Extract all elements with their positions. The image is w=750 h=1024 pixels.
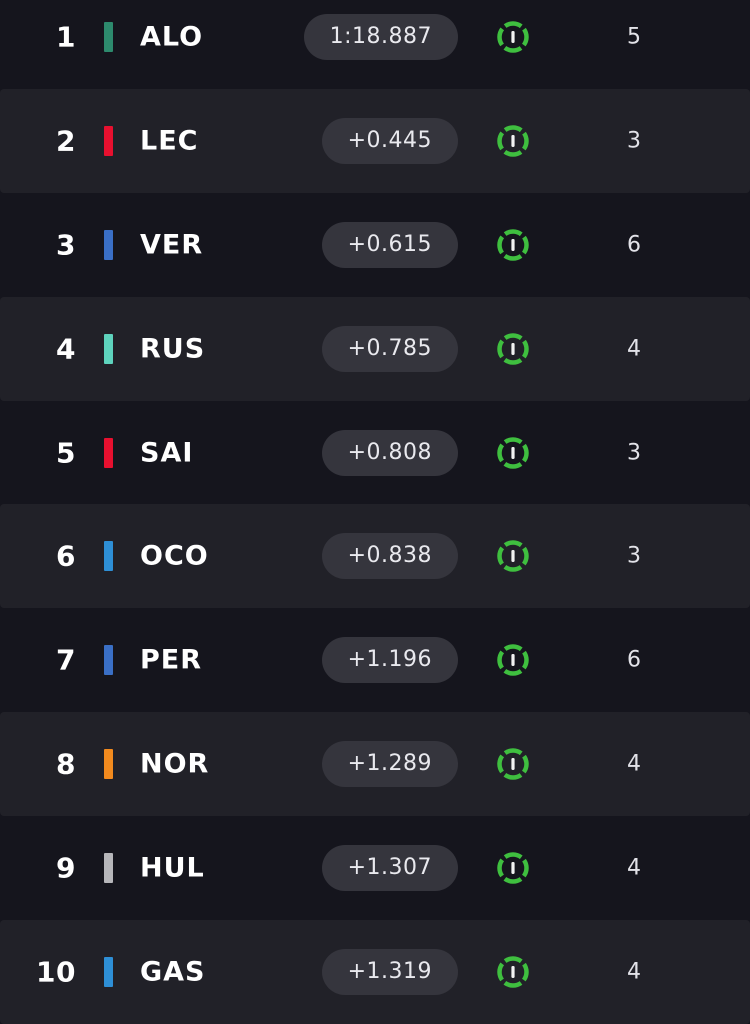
- gap-time-pill: +1.196: [321, 637, 458, 683]
- lap-time-pill: 1:18.887: [303, 14, 458, 60]
- leaderboard-row[interactable]: 2 LEC +0.445 3: [0, 89, 750, 193]
- medium-tyre-icon: [497, 21, 529, 53]
- gap-time-pill: +0.785: [321, 326, 458, 372]
- laps-count: 4: [627, 336, 641, 362]
- leaderboard-row[interactable]: 7 PER +1.196 6: [0, 608, 750, 712]
- leaderboard-row[interactable]: 6 OCO +0.838 3: [0, 504, 750, 608]
- position-number: 10: [36, 955, 76, 989]
- leaderboard-row[interactable]: 8 NOR +1.289 4: [0, 712, 750, 816]
- position-number: 1: [56, 20, 76, 54]
- position-number: 6: [56, 539, 76, 573]
- driver-code: HUL: [140, 852, 205, 884]
- driver-code: RUS: [140, 333, 206, 365]
- team-color-bar: [104, 541, 113, 571]
- laps-count: 4: [627, 959, 641, 985]
- laps-count: 3: [627, 128, 641, 154]
- medium-tyre-icon: [497, 748, 529, 780]
- laps-count: 5: [627, 24, 641, 50]
- driver-code: SAI: [140, 437, 194, 469]
- driver-code: LEC: [140, 125, 199, 157]
- driver-code: ALO: [140, 21, 204, 53]
- driver-code: VER: [140, 229, 204, 261]
- gap-time-pill: +0.445: [321, 118, 458, 164]
- laps-count: 3: [627, 543, 641, 569]
- position-number: 2: [56, 124, 76, 158]
- leaderboard-row[interactable]: 10 GAS +1.319 4: [0, 920, 750, 1024]
- position-number: 3: [56, 228, 76, 262]
- medium-tyre-icon: [497, 956, 529, 988]
- medium-tyre-icon: [497, 540, 529, 572]
- position-number: 7: [56, 643, 76, 677]
- leaderboard-row[interactable]: 1 ALO 1:18.887 5: [0, 0, 750, 89]
- team-color-bar: [104, 645, 113, 675]
- team-color-bar: [104, 334, 113, 364]
- laps-count: 6: [627, 232, 641, 258]
- gap-time-pill: +1.289: [321, 741, 458, 787]
- team-color-bar: [104, 230, 113, 260]
- medium-tyre-icon: [497, 437, 529, 469]
- team-color-bar: [104, 126, 113, 156]
- position-number: 4: [56, 332, 76, 366]
- team-color-bar: [104, 957, 113, 987]
- gap-time-pill: +1.307: [321, 845, 458, 891]
- driver-code: OCO: [140, 540, 209, 572]
- medium-tyre-icon: [497, 852, 529, 884]
- leaderboard-row[interactable]: 4 RUS +0.785 4: [0, 297, 750, 401]
- laps-count: 6: [627, 647, 641, 673]
- leaderboard-row[interactable]: 3 VER +0.615 6: [0, 193, 750, 297]
- gap-time-pill: +1.319: [321, 949, 458, 995]
- position-number: 9: [56, 851, 76, 885]
- medium-tyre-icon: [497, 125, 529, 157]
- position-number: 5: [56, 436, 76, 470]
- driver-code: GAS: [140, 956, 206, 988]
- gap-time-pill: +0.838: [321, 533, 458, 579]
- team-color-bar: [104, 853, 113, 883]
- leaderboard-row[interactable]: 5 SAI +0.808 3: [0, 401, 750, 505]
- team-color-bar: [104, 749, 113, 779]
- position-number: 8: [56, 747, 76, 781]
- medium-tyre-icon: [497, 644, 529, 676]
- team-color-bar: [104, 22, 113, 52]
- team-color-bar: [104, 438, 113, 468]
- laps-count: 4: [627, 751, 641, 777]
- driver-code: NOR: [140, 748, 210, 780]
- medium-tyre-icon: [497, 229, 529, 261]
- gap-time-pill: +0.615: [321, 222, 458, 268]
- gap-time-pill: +0.808: [321, 430, 458, 476]
- driver-code: PER: [140, 644, 203, 676]
- medium-tyre-icon: [497, 333, 529, 365]
- laps-count: 4: [627, 855, 641, 881]
- leaderboard-row[interactable]: 9 HUL +1.307 4: [0, 816, 750, 920]
- laps-count: 3: [627, 440, 641, 466]
